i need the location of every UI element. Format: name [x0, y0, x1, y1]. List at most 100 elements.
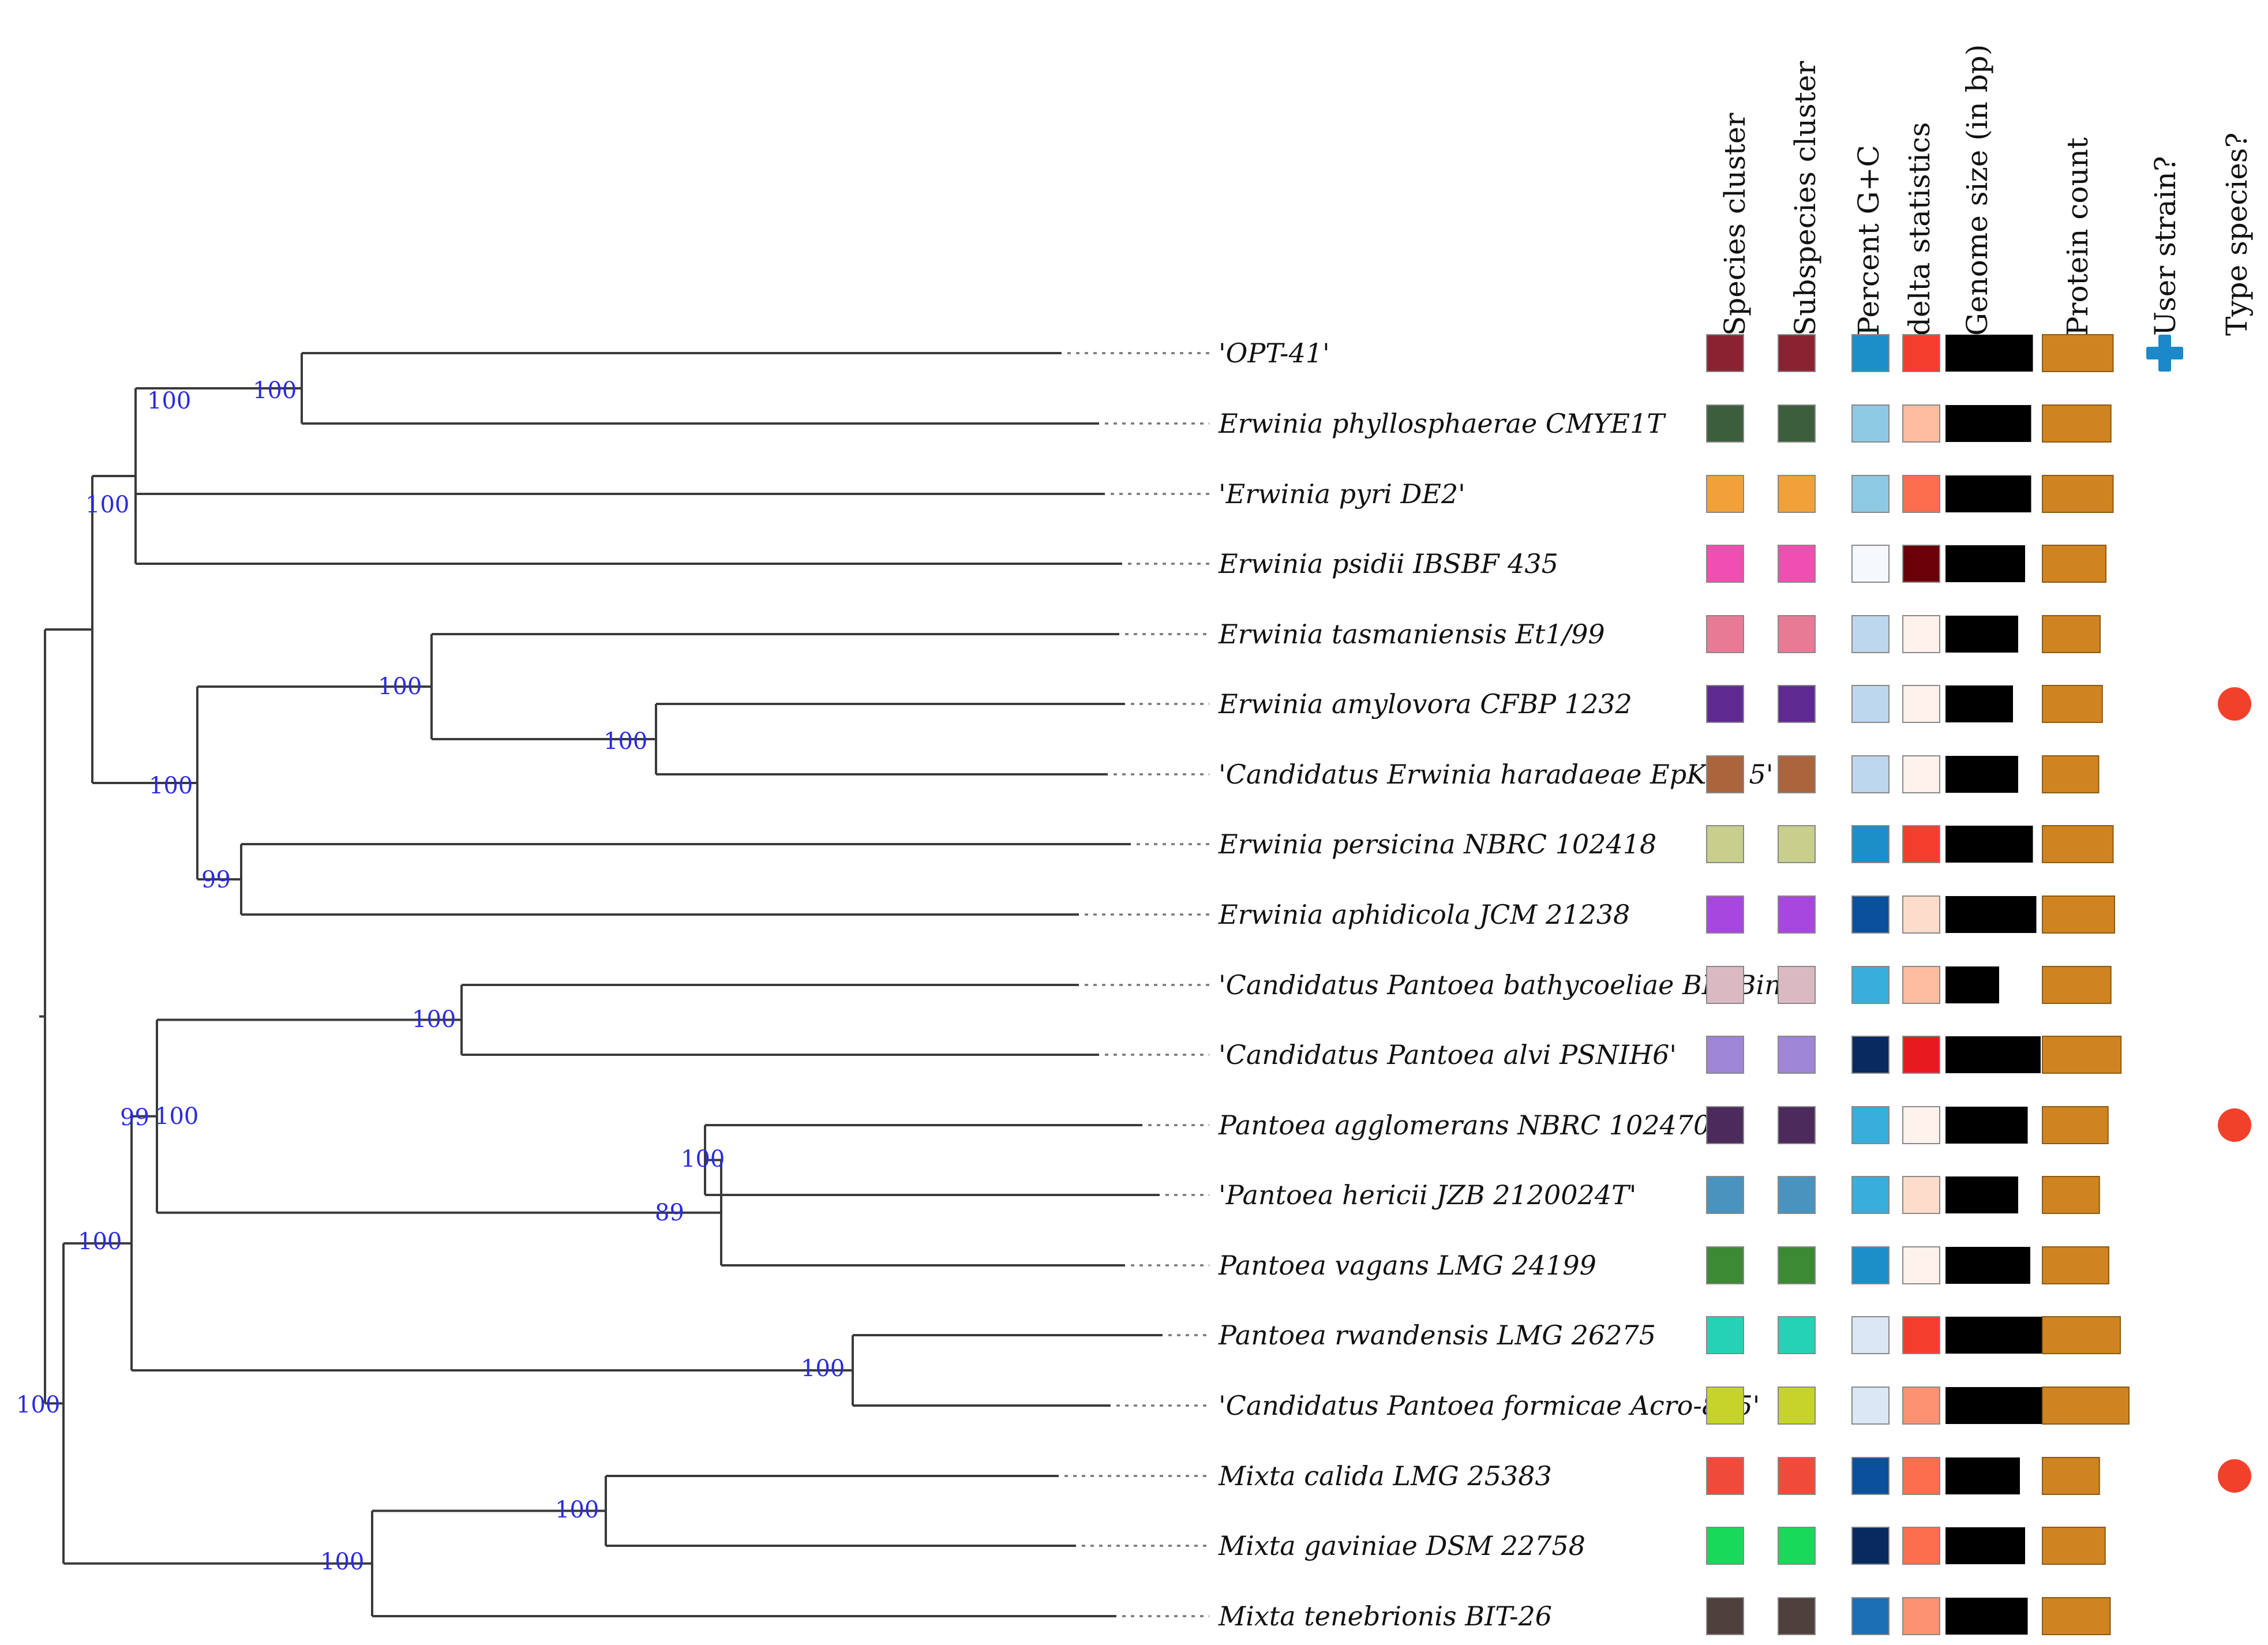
delta-statistics-cell [1902, 334, 1940, 372]
species-cluster-cell [1706, 1457, 1744, 1495]
species-cluster-cell [1706, 825, 1744, 863]
genome-size-bar [1945, 826, 2033, 863]
protein-count-bar [2042, 615, 2101, 653]
genome-size-bar [1945, 1036, 2041, 1073]
species-cluster-cell [1706, 895, 1744, 934]
genome-size-bar [1945, 1317, 2049, 1354]
delta-statistics-cell [1902, 966, 1940, 1004]
species-cluster-cell [1706, 1246, 1744, 1284]
column-headers: Species cluster Subspecies cluster Perce… [1718, 44, 2254, 336]
bootstrap-values: 1001001001009910010010089100100100991001… [16, 377, 845, 1575]
leaf-label: 'Pantoea hericii JZB 2120024T' [1219, 1179, 1636, 1211]
header-user-strain: User strain? [2149, 156, 2182, 336]
leaf-label: Erwinia tasmaniensis Et1/99 [1218, 619, 1605, 650]
subspecies-cluster-cell [1778, 895, 1816, 934]
genome-size-bar [1945, 1387, 2050, 1424]
subspecies-cluster-cell [1778, 615, 1816, 653]
bootstrap-value: 100 [555, 1497, 599, 1523]
subspecies-cluster-cell [1778, 545, 1816, 583]
leaf-label: Mixta tenebrionis BIT-26 [1218, 1601, 1552, 1632]
filled-circle-icon [2218, 1459, 2251, 1493]
percent-gc-cell [1851, 1387, 1890, 1425]
leaf-label: Erwinia persicina NBRC 102418 [1218, 829, 1656, 860]
protein-count-bar [2042, 1176, 2100, 1214]
protein-count-bar [2042, 1036, 2122, 1074]
percent-gc-cell [1851, 404, 1890, 443]
leaf-label: 'Erwinia pyri DE2' [1219, 478, 1465, 509]
protein-count-bar [2042, 1387, 2130, 1425]
genome-size-bar [1945, 335, 2033, 372]
leaf-connectors [1064, 352, 1209, 1617]
percent-gc-cell [1851, 1457, 1890, 1495]
delta-statistics-cell [1902, 1527, 1940, 1565]
genome-size-bar [1945, 685, 2013, 722]
delta-statistics-cell [1902, 1316, 1940, 1354]
delta-statistics-cell [1902, 755, 1940, 793]
percent-gc-cell [1851, 334, 1890, 372]
leaf-label: Pantoea agglomerans NBRC 102470 [1218, 1110, 1710, 1141]
delta-statistics-cell [1902, 1387, 1940, 1425]
species-cluster-cell [1706, 755, 1744, 793]
tree-branches [39, 352, 1163, 1617]
species-cluster-cell [1706, 1387, 1744, 1425]
percent-gc-cell [1851, 895, 1890, 934]
subspecies-cluster-cell [1778, 1387, 1816, 1425]
percent-gc-cell [1851, 755, 1890, 793]
header-protein-count: Protein count [2061, 137, 2094, 336]
genome-size-bar [1945, 1457, 2020, 1494]
protein-count-bar [2042, 1527, 2106, 1565]
genome-size-bar [1945, 1598, 2028, 1635]
species-cluster-cell [1706, 1036, 1744, 1074]
genome-size-bar [1945, 475, 2031, 512]
filled-circle-icon [2218, 687, 2251, 721]
subspecies-cluster-cell [1778, 966, 1816, 1004]
genome-size-bar [1945, 756, 2018, 793]
header-percent-gc: Percent G+C [1852, 145, 1885, 336]
genome-size-bar [1945, 405, 2031, 442]
delta-statistics-cell [1902, 685, 1940, 723]
subspecies-cluster-cell [1778, 334, 1816, 372]
subspecies-cluster-cell [1778, 404, 1816, 443]
subspecies-cluster-cell [1778, 755, 1816, 793]
protein-count-bar [2042, 1316, 2121, 1354]
protein-count-bar [2042, 966, 2112, 1004]
genome-size-bar [1945, 1527, 2025, 1564]
genome-size-bar [1945, 545, 2025, 582]
subspecies-cluster-cell [1778, 1106, 1816, 1144]
leaf-label: Erwinia psidii IBSBF 435 [1218, 548, 1558, 579]
leaf-label: 'Candidatus Pantoea alvi PSNIH6' [1219, 1039, 1677, 1070]
subspecies-cluster-cell [1778, 1597, 1816, 1635]
delta-statistics-cell [1902, 1597, 1940, 1635]
header-type-species: Type species? [2220, 133, 2254, 336]
species-cluster-cell [1706, 404, 1744, 443]
plus-icon [2146, 335, 2183, 372]
leaf-label: 'OPT-41' [1219, 338, 1330, 369]
species-cluster-cell [1706, 1176, 1744, 1214]
bootstrap-value: 100 [78, 1228, 122, 1255]
leaf-label: Pantoea rwandensis LMG 26275 [1218, 1320, 1656, 1351]
bootstrap-value: 100 [85, 492, 129, 518]
leaf-label: Erwinia aphidicola JCM 21238 [1218, 899, 1630, 930]
genome-size-bar [1945, 1247, 2030, 1284]
bootstrap-value: 99 [201, 867, 231, 893]
protein-count-bar [2042, 895, 2115, 934]
species-cluster-cell [1706, 685, 1744, 723]
species-cluster-cell [1706, 1527, 1744, 1565]
delta-statistics-cell [1902, 1036, 1940, 1074]
bootstrap-value: 100 [320, 1549, 364, 1575]
percent-gc-cell [1851, 615, 1890, 653]
leaf-label: Mixta gaviniae DSM 22758 [1218, 1530, 1585, 1561]
percent-gc-cell [1851, 825, 1890, 863]
leaf-label: 'Candidatus Pantoea formicae Acro-805' [1219, 1390, 1760, 1421]
bootstrap-value: 100 [378, 673, 422, 700]
percent-gc-cell [1851, 1597, 1890, 1635]
bootstrap-value: 100 [16, 1392, 60, 1418]
filled-circle-icon [2218, 1108, 2251, 1142]
delta-statistics-cell [1902, 1246, 1940, 1284]
header-delta-statistics: delta statistics [1903, 122, 1936, 336]
species-cluster-cell [1706, 1106, 1744, 1144]
genome-size-bar [1945, 1176, 2018, 1213]
subspecies-cluster-cell [1778, 1316, 1816, 1354]
leaf-label: 'Candidatus Erwinia haradaeae EpK1/15' [1219, 759, 1773, 790]
